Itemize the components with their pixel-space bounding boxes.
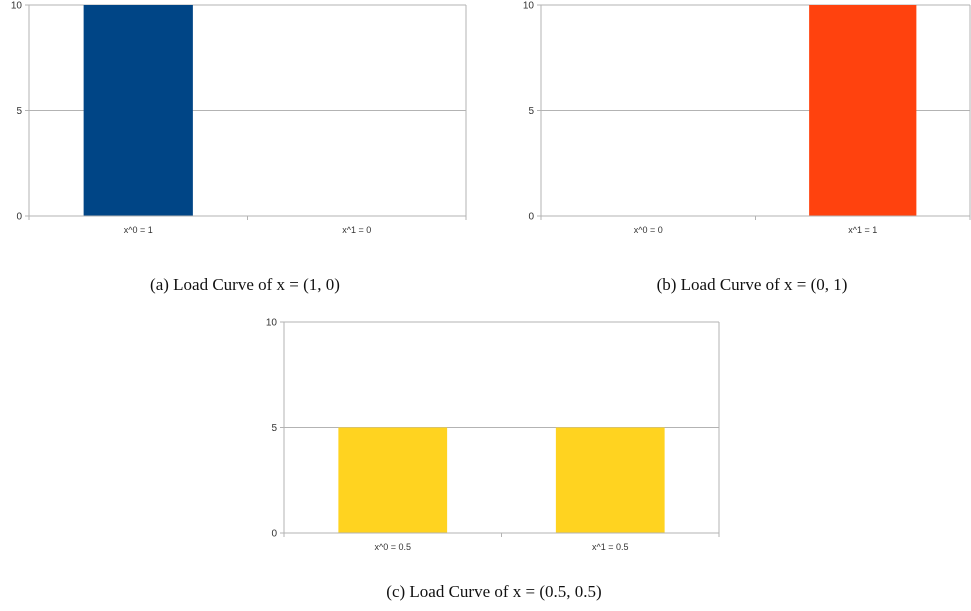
bar-1 — [83, 5, 193, 216]
y-tick-label: 5 — [16, 106, 22, 117]
x-tick-label: x^0 = 1 — [124, 225, 153, 235]
chart-panel-b: 0 5 10 x^0 = 0 x^1 = 1 (b) Load Curve of x = … — [523, 1, 971, 294]
y-tick-label: 0 — [16, 212, 22, 223]
bar-1 — [338, 427, 448, 533]
chart-panel-a: 0 5 10 x^0 = 1 x^1 = 0 (a) Load Curve of x = … — [11, 1, 467, 294]
y-tick-label: 10 — [11, 1, 23, 12]
y-tick-label: 0 — [528, 212, 534, 223]
y-tick-label: 0 — [271, 529, 277, 540]
x-tick-label: x^0 = 0 — [634, 225, 663, 235]
bar-2 — [809, 5, 917, 216]
bar-2 — [555, 427, 665, 533]
subfigure-caption: (c) Load Curve of x = (0.5, 0.5) — [386, 582, 601, 601]
subfigure-caption: (a) Load Curve of x = (1, 0) — [150, 275, 340, 294]
chart-panel-c: 0 5 10 x^0 = 0.5 x^1 = 0.5 (c) Load Curve of … — [266, 318, 720, 601]
y-tick-label: 10 — [266, 318, 278, 329]
y-tick-label: 10 — [523, 1, 535, 12]
x-tick-label: x^1 = 0.5 — [592, 542, 629, 552]
x-tick-label: x^1 = 1 — [848, 225, 877, 235]
subfigure-caption: (b) Load Curve of x = (0, 1) — [657, 275, 848, 294]
x-tick-label: x^0 = 0.5 — [375, 542, 412, 552]
x-tick-label: x^1 = 0 — [342, 225, 371, 235]
y-tick-label: 5 — [528, 106, 534, 117]
y-tick-label: 5 — [271, 423, 277, 434]
